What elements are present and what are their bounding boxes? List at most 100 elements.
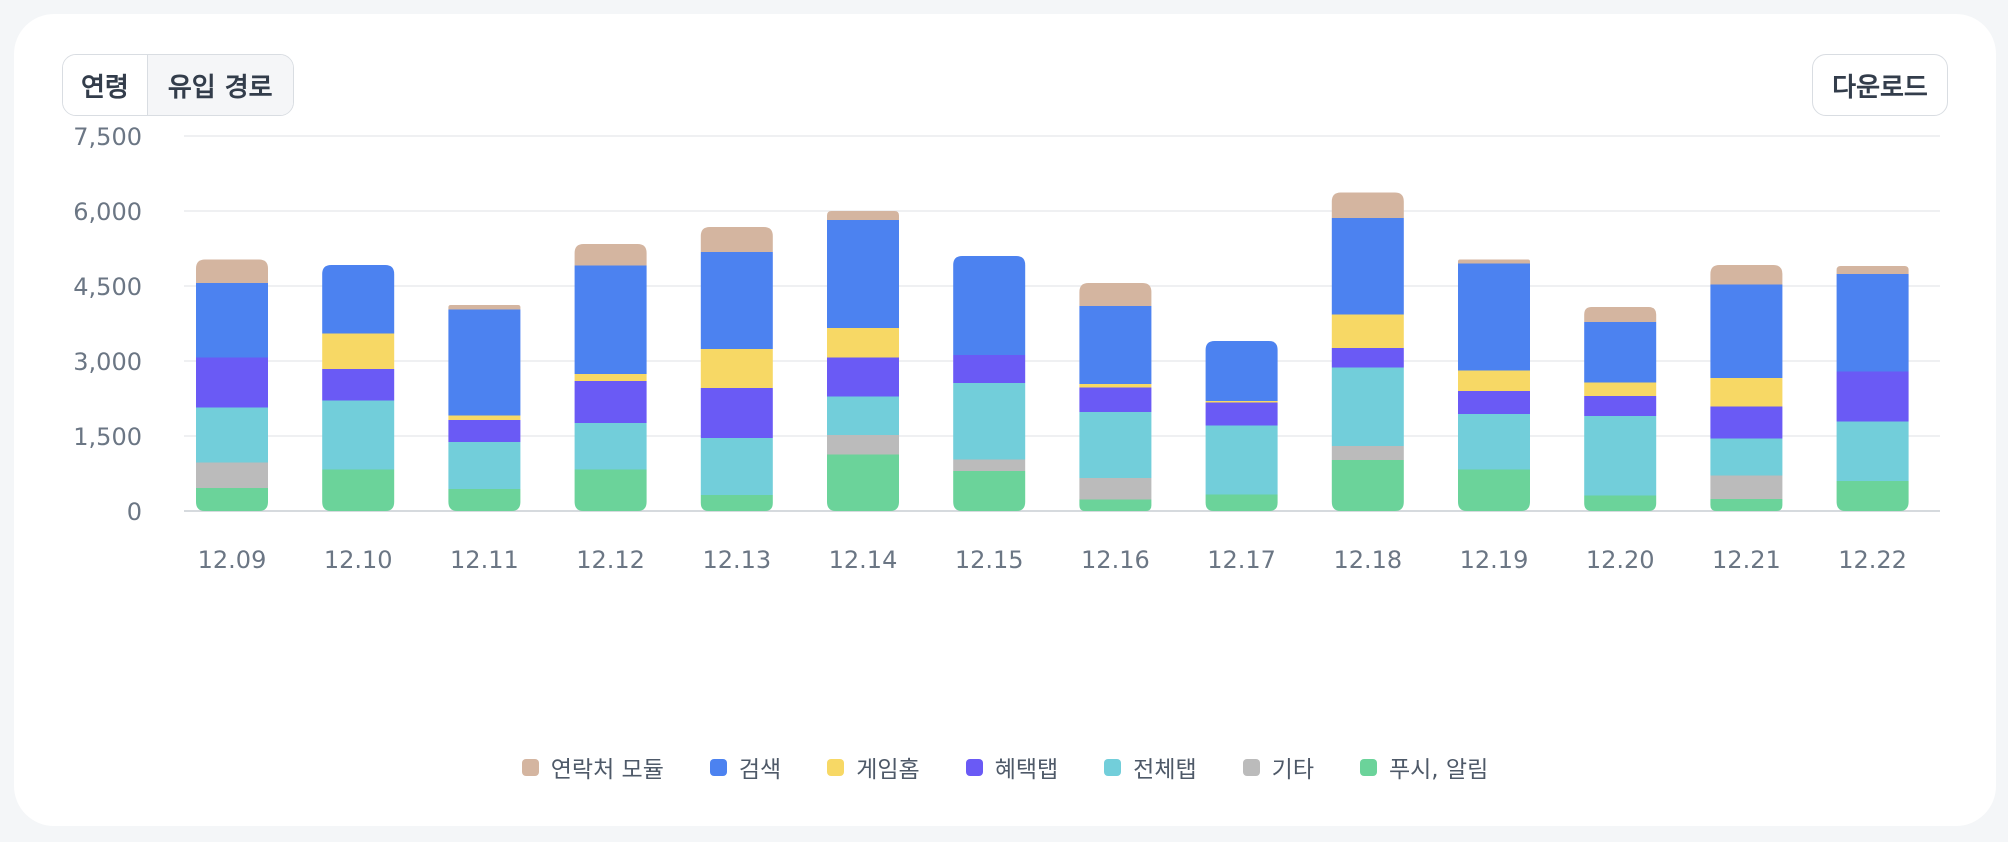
bar-segment xyxy=(574,244,647,266)
bar-stack[interactable] xyxy=(322,265,395,511)
y-tick-label: 3,000 xyxy=(73,348,142,376)
y-tick-label: 7,500 xyxy=(73,123,142,151)
bar-segment xyxy=(322,369,395,401)
bar-segment xyxy=(1205,401,1278,403)
bar-stack[interactable] xyxy=(574,244,647,511)
bar-segment xyxy=(827,435,899,455)
bar-stack[interactable] xyxy=(1458,259,1530,512)
x-tick-label: 12.22 xyxy=(1838,546,1907,574)
bar-segment xyxy=(322,265,395,334)
bar-segment xyxy=(1710,475,1783,499)
bar-segment xyxy=(700,252,773,349)
legend-item[interactable]: 게임홈 xyxy=(827,750,920,784)
bar-stack[interactable] xyxy=(700,227,773,511)
tab-inflow-path[interactable]: 유입 경로 xyxy=(146,55,293,115)
legend-label: 전체탭 xyxy=(1133,757,1197,783)
bar-segment xyxy=(1331,314,1404,348)
x-tick-label: 12.12 xyxy=(576,546,645,574)
bar-segment xyxy=(1079,387,1152,412)
tab-age[interactable]: 연령 xyxy=(63,55,147,115)
legend-label: 혜택탭 xyxy=(994,757,1059,783)
bar-stack[interactable] xyxy=(1205,341,1278,511)
bar-segment xyxy=(827,220,899,328)
bar-stack[interactable] xyxy=(953,256,1026,511)
stacked-bar-chart: 0 1,500 3,000 4,500 6,000 7,500 12.09 12.10 12.1… xyxy=(73,123,1940,574)
bar-segment xyxy=(1205,494,1278,511)
bar-segment xyxy=(196,407,268,463)
bar-segment xyxy=(1710,265,1783,285)
download-button[interactable]: 다운로드 xyxy=(1812,54,1948,116)
bar-stack[interactable] xyxy=(827,211,899,511)
bar-segment xyxy=(196,259,268,283)
bar-segment xyxy=(448,420,521,442)
bar-segment xyxy=(1710,499,1783,511)
bar-segment xyxy=(1205,341,1278,401)
legend-item[interactable]: 전체탭 xyxy=(1104,750,1197,784)
bar-segment xyxy=(700,227,773,252)
segment-control: 연령 유입 경로 xyxy=(62,54,294,116)
x-tick-label: 12.11 xyxy=(450,546,519,574)
x-tick-label: 12.18 xyxy=(1333,546,1402,574)
bar-segment xyxy=(1205,425,1278,495)
bar-segment xyxy=(448,489,521,511)
bar-segment xyxy=(827,357,899,397)
bar-segment xyxy=(1331,192,1404,218)
legend-label: 게임홈 xyxy=(856,757,920,783)
legend-swatch xyxy=(521,758,539,776)
bar-segment xyxy=(1205,402,1278,426)
legend-swatch xyxy=(709,758,727,776)
bar-segment xyxy=(1710,284,1783,378)
bar-segment xyxy=(1458,263,1530,371)
legend-item[interactable]: 푸시, 알림 xyxy=(1359,750,1488,784)
bar-segment xyxy=(1836,274,1909,372)
bar-segment xyxy=(322,333,395,369)
bar-segment xyxy=(700,388,773,438)
bar-stack[interactable] xyxy=(196,259,268,512)
bar-segment xyxy=(448,305,521,310)
bar-segment xyxy=(827,328,899,358)
bar-segment xyxy=(574,469,647,511)
x-tick-label: 12.17 xyxy=(1207,546,1276,574)
bar-segment xyxy=(953,256,1026,355)
x-tick-label: 12.21 xyxy=(1712,546,1781,574)
legend-label: 기타 xyxy=(1271,757,1314,783)
bar-segment xyxy=(196,488,268,511)
bar-segment xyxy=(1079,412,1152,478)
bar-stack[interactable] xyxy=(448,305,521,511)
legend-item[interactable]: 검색 xyxy=(709,750,782,784)
bar-segment xyxy=(700,349,773,388)
legend-item[interactable]: 혜택탭 xyxy=(965,750,1059,784)
bar-segment xyxy=(1836,421,1909,481)
bar-segment xyxy=(1584,396,1657,416)
bar-segment xyxy=(196,283,268,358)
legend-item[interactable]: 연락처 모듈 xyxy=(521,750,664,784)
bar-stack[interactable] xyxy=(1710,265,1783,511)
bar-segment xyxy=(1584,382,1657,396)
x-tick-label: 12.15 xyxy=(955,546,1024,574)
legend-item[interactable]: 기타 xyxy=(1242,750,1314,784)
legend-label: 검색 xyxy=(738,757,782,783)
bar-segment xyxy=(448,442,521,489)
bar-segment xyxy=(1079,384,1152,388)
legend-swatch xyxy=(1242,758,1260,776)
bar-stack[interactable] xyxy=(1331,192,1404,512)
bar-stack[interactable] xyxy=(1836,266,1909,511)
bar-segment xyxy=(1458,391,1530,414)
bar-segment xyxy=(448,415,521,420)
legend-swatch xyxy=(1359,758,1377,776)
bar-segment xyxy=(196,462,268,488)
bar-segment xyxy=(1584,416,1657,496)
bar-segment xyxy=(1458,370,1530,391)
bar-segment xyxy=(574,423,647,470)
bar-segment xyxy=(1458,414,1530,470)
bar-stack[interactable] xyxy=(1584,307,1657,511)
x-tick-label: 12.14 xyxy=(829,546,898,574)
bar-segment xyxy=(1079,499,1152,511)
bar-stack[interactable] xyxy=(1079,283,1152,511)
bar-segment xyxy=(700,438,773,495)
x-tick-label: 12.10 xyxy=(324,546,393,574)
x-tick-label: 12.16 xyxy=(1081,546,1150,574)
bar-segment xyxy=(1331,218,1404,315)
bar-segment xyxy=(953,383,1026,460)
chart-card: 연령 유입 경로 다운로드 0 1,500 3,000 4,500 6,000 7,500… xyxy=(14,14,1996,826)
